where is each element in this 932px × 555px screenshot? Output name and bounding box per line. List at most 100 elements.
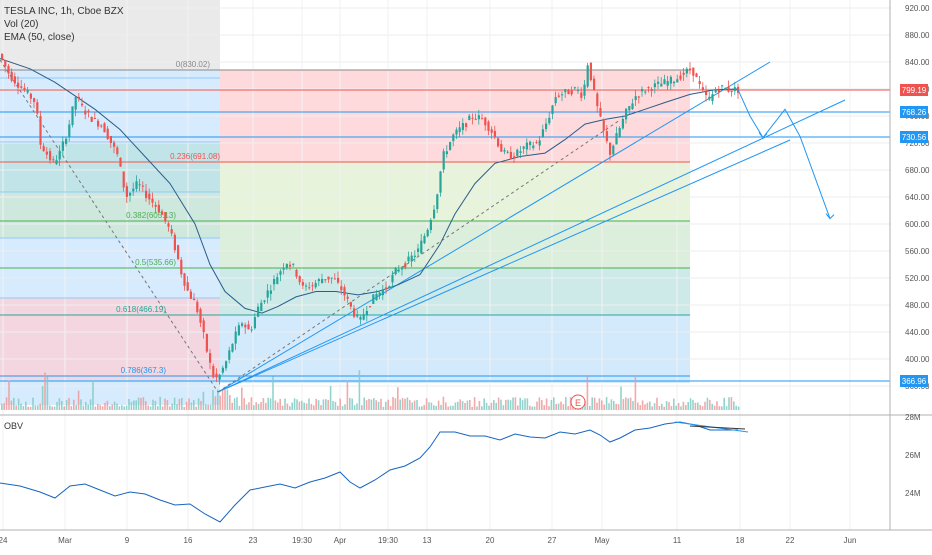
volume-bar	[137, 397, 140, 410]
candle-body	[612, 145, 615, 155]
candle-body	[90, 116, 93, 122]
candle-body	[621, 118, 624, 129]
volume-bar	[670, 406, 673, 410]
volume-bar	[569, 397, 572, 410]
time-tick: 27	[548, 536, 557, 545]
volume-bar	[274, 400, 277, 410]
candle-body	[343, 287, 346, 296]
volume-bar	[183, 406, 185, 410]
volume-bar	[507, 399, 509, 410]
candle-body	[458, 127, 461, 133]
volume-bar	[231, 402, 233, 410]
volume-bar	[346, 380, 349, 410]
volume-bar	[656, 397, 658, 410]
left-red-zone	[0, 298, 220, 380]
candle-body	[365, 310, 368, 316]
projection-arrow[interactable]	[737, 89, 831, 219]
candle-body	[445, 151, 448, 155]
candle-body	[23, 87, 26, 91]
volume-bar	[637, 402, 639, 410]
volume-bar	[394, 398, 397, 410]
volume-bar	[135, 400, 137, 410]
candle-body	[442, 151, 445, 170]
candle-body	[103, 123, 106, 133]
volume-bar	[128, 398, 130, 410]
candle-body	[13, 76, 16, 84]
candle-body	[548, 117, 551, 124]
volume-bar	[130, 401, 133, 410]
time-tick: Apr	[334, 536, 347, 545]
volume-bar	[454, 402, 457, 410]
candle-body	[65, 138, 68, 144]
volume-bar	[728, 397, 730, 410]
volume-bar	[80, 399, 82, 410]
volume-bar	[406, 397, 409, 410]
volume-bar	[591, 397, 593, 410]
volume-bar	[1, 403, 3, 410]
volume-bar	[517, 405, 519, 410]
trendlines[interactable]	[0, 59, 846, 393]
volume-bar	[10, 400, 13, 410]
volume-bar	[459, 399, 461, 410]
fib-label: 0.382(605.13)	[126, 211, 176, 220]
candle-body	[17, 82, 20, 88]
volume-bar	[37, 405, 39, 410]
earnings-marker[interactable]: E	[570, 394, 586, 410]
candle-body	[554, 97, 557, 104]
volume-bar	[735, 405, 737, 410]
volume-bar	[692, 399, 694, 410]
candle-body	[225, 361, 228, 369]
candle-body	[461, 123, 464, 130]
volume-bar	[363, 397, 365, 410]
volume-bar	[598, 398, 601, 410]
volume-bar	[188, 398, 190, 410]
volume-bar	[673, 398, 675, 410]
candle-body	[145, 190, 148, 199]
candle-body	[4, 60, 7, 67]
candle-body	[33, 98, 36, 102]
candle-body	[356, 314, 359, 317]
candle-body	[132, 188, 135, 192]
obv-line	[0, 421, 738, 523]
volume-bar	[428, 402, 430, 410]
volume-bar	[200, 400, 202, 410]
obv-tick: 28M	[905, 413, 921, 422]
volume-bar	[53, 406, 56, 410]
volume-bar	[421, 406, 423, 410]
volume-bar	[154, 400, 157, 410]
volume-bar	[46, 376, 49, 410]
volume-bar	[457, 401, 459, 410]
candle-body	[487, 121, 490, 131]
volume-bar	[663, 406, 665, 410]
candle-body	[218, 374, 221, 380]
volume-bar	[675, 405, 677, 410]
volume-bar	[613, 400, 615, 410]
price-badge-bg	[900, 106, 928, 118]
volume-bar	[521, 400, 524, 410]
volume-bar	[92, 380, 94, 410]
candle-body	[452, 134, 455, 142]
volume-bar	[593, 397, 596, 410]
volume-bar	[219, 395, 221, 410]
volume-bar	[65, 400, 68, 410]
volume-bar	[281, 405, 284, 410]
candle-body	[433, 209, 436, 219]
candle-body	[298, 276, 301, 283]
volume-bar	[718, 406, 721, 410]
candle-body	[113, 142, 116, 147]
volume-bar	[632, 401, 634, 410]
volume-bar	[361, 405, 363, 410]
candle-body	[74, 97, 77, 110]
candle-body	[577, 90, 580, 92]
volume-bar	[197, 398, 200, 410]
volume-bar	[56, 402, 58, 410]
volume-bar	[140, 397, 142, 410]
price-badge: 768.26	[902, 108, 927, 117]
candle-body	[673, 81, 676, 84]
volume-bar	[627, 398, 629, 410]
candle-body	[375, 293, 378, 301]
volume-bar	[68, 397, 70, 410]
volume-bar	[445, 402, 447, 410]
candle-body	[109, 135, 112, 144]
